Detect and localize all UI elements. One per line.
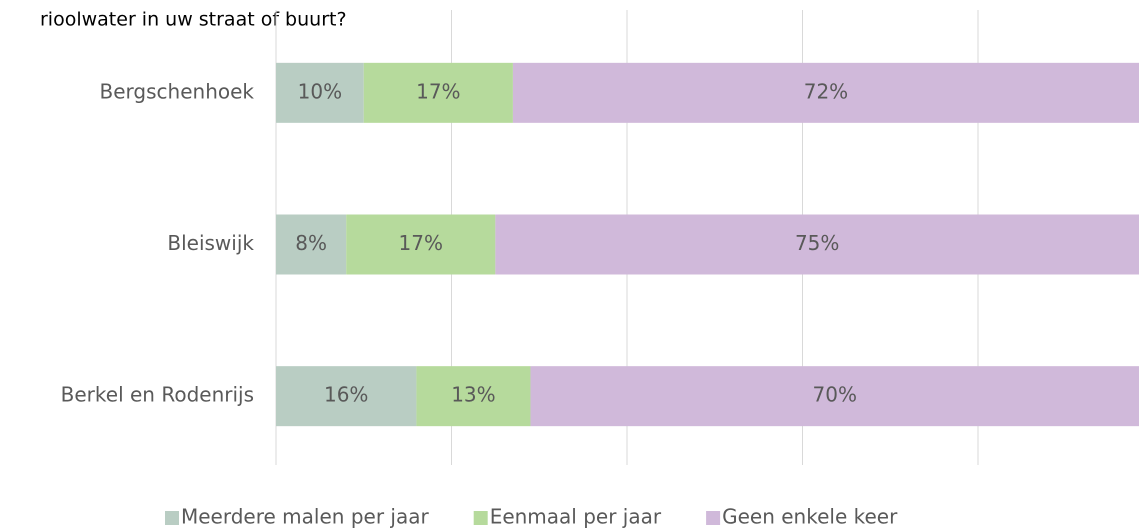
legend-label: Meerdere malen per jaar <box>181 505 429 529</box>
bar-segment <box>276 62 364 123</box>
data-label: 8% <box>295 231 327 255</box>
legend-swatch <box>706 511 721 525</box>
bar-segment <box>512 62 1139 123</box>
data-label: 75% <box>795 231 839 255</box>
data-label: 13% <box>451 383 495 407</box>
legend-label: Eenmaal per jaar <box>490 505 662 529</box>
bar-segment <box>495 214 1139 275</box>
legend-swatch <box>473 511 488 525</box>
data-label: 17% <box>416 79 460 103</box>
bar-segment <box>363 62 513 123</box>
y-tick-label: Bleiswijk <box>167 231 254 255</box>
legend-label: Geen enkele keer <box>722 505 898 529</box>
bar-segment <box>276 214 347 275</box>
y-tick-label: Bergschenhoek <box>100 79 255 103</box>
bar-segment <box>276 366 417 427</box>
chart-title: rioolwater in uw straat of buurt? <box>40 9 347 31</box>
y-tick-label: Berkel en Rodenrijs <box>61 383 254 407</box>
data-label: 10% <box>298 79 342 103</box>
bar-segment <box>346 214 496 275</box>
bar-segment <box>530 366 1139 427</box>
legend-swatch <box>165 511 179 525</box>
data-label: 16% <box>324 383 368 407</box>
data-label: 72% <box>804 79 848 103</box>
data-label: 17% <box>399 231 443 255</box>
data-label: 70% <box>813 383 857 407</box>
bar-segment <box>416 366 531 427</box>
